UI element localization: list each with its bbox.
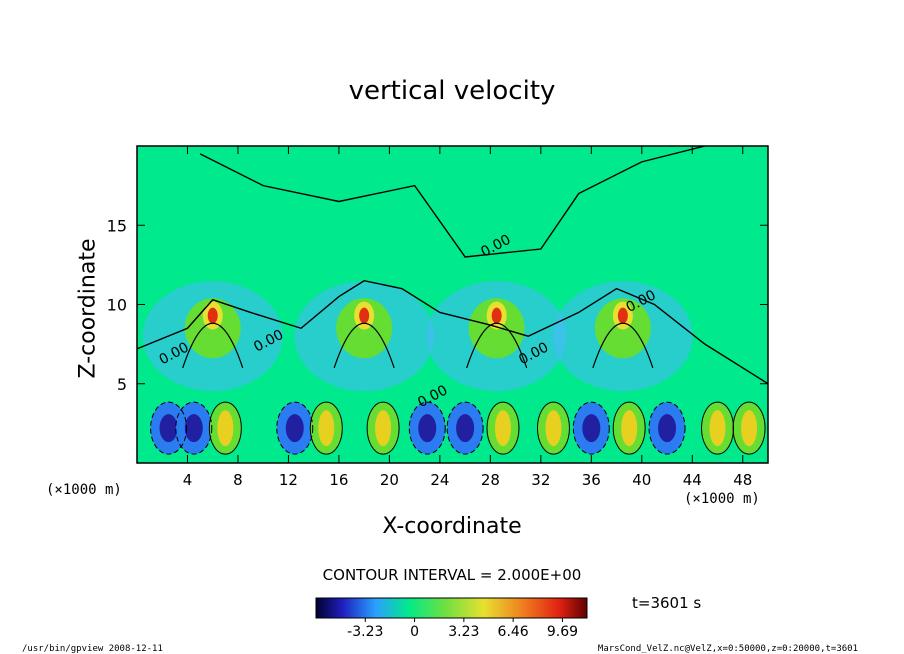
surface-downdraft-core	[418, 414, 437, 443]
colorbar-gradient	[315, 597, 588, 619]
contour-line	[309, 401, 343, 455]
surface-updraft-core	[545, 410, 562, 447]
x-unit-right: (×1000 m)	[684, 491, 760, 507]
surface-downdraft-core	[456, 414, 475, 443]
surface-downdraft-core	[285, 414, 304, 443]
surface-updraft-core	[375, 410, 392, 447]
surface-updraft-core	[494, 410, 511, 447]
time-label: t=3601 s	[632, 594, 702, 612]
x-tick-label: 40	[632, 471, 651, 489]
surface-downdraft-core	[159, 414, 178, 443]
y-axis-label: Z-coordinate	[75, 238, 101, 379]
x-tick-label: 24	[430, 471, 449, 489]
contour-line	[446, 401, 484, 455]
contour-line	[486, 401, 520, 455]
contour-line	[333, 322, 395, 369]
colorbar-tick-label: 6.46	[498, 624, 529, 640]
x-tick-label: 8	[233, 471, 243, 489]
chart-title: vertical velocity	[348, 76, 556, 106]
y-tick-label: 10	[107, 296, 127, 315]
updraft-peak	[359, 307, 370, 324]
contour-line	[175, 401, 213, 455]
updraft-peak	[617, 307, 628, 324]
x-tick-label: 28	[481, 471, 500, 489]
surface-updraft-core	[741, 410, 758, 447]
zero-contour	[199, 146, 706, 258]
contour-line	[648, 401, 686, 455]
contour-line	[150, 401, 188, 455]
contour-line	[366, 401, 400, 455]
surface-updraft-core	[318, 410, 335, 447]
contour-line	[408, 401, 446, 455]
contour-line	[466, 322, 528, 369]
colorbar-tick-label: 0	[410, 624, 419, 640]
contour-line	[536, 401, 570, 455]
surface-downdraft-core	[184, 414, 203, 443]
colorbar-tick-label: -3.23	[347, 624, 383, 640]
surface-downdraft-core	[658, 414, 677, 443]
x-tick-label: 44	[683, 471, 702, 489]
updraft-peak	[491, 307, 502, 324]
contour-line	[572, 401, 610, 455]
x-axis-label: X-coordinate	[382, 514, 522, 539]
y-tick-label: 15	[107, 216, 127, 235]
surface-downdraft-core	[582, 414, 601, 443]
heatmap-layer	[137, 146, 768, 463]
colorbar-tick-label: 3.23	[448, 624, 479, 640]
updraft-peak	[207, 307, 218, 324]
x-tick-label: 20	[380, 471, 399, 489]
contour-line	[208, 401, 242, 455]
x-tick-label: 36	[582, 471, 601, 489]
zero-contour	[137, 279, 768, 385]
colorbar: -3.23 0 3.23 6.46 9.69	[315, 597, 588, 640]
x-tick-label: 4	[183, 471, 193, 489]
contour-line	[732, 401, 766, 455]
surface-updraft-core	[621, 410, 638, 447]
contour-line	[182, 322, 244, 369]
x-unit-left: (×1000 m)	[46, 482, 122, 498]
contour-line	[592, 322, 654, 369]
y-tick-label: 5	[117, 375, 127, 394]
surface-updraft-core	[709, 410, 726, 447]
x-tick-label: 32	[531, 471, 550, 489]
footer-left: /usr/bin/gpview 2008-12-11	[22, 644, 163, 654]
surface-updraft-core	[217, 410, 234, 447]
contour-interval: CONTOUR INTERVAL = 2.000E+00	[322, 566, 582, 584]
colorbar-tick-label: 9.69	[547, 624, 578, 640]
x-tick-label: 48	[733, 471, 752, 489]
contour-line	[276, 401, 314, 455]
x-tick-label: 16	[329, 471, 348, 489]
footer-right: MarsCond_VelZ.nc@VelZ,x=0:50000,z=0:2000…	[597, 644, 858, 654]
x-tick-label: 12	[279, 471, 298, 489]
contour-line	[612, 401, 646, 455]
